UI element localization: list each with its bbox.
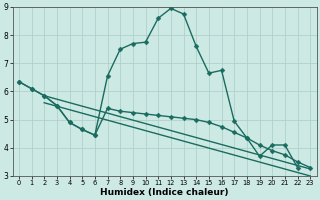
- X-axis label: Humidex (Indice chaleur): Humidex (Indice chaleur): [100, 188, 229, 197]
